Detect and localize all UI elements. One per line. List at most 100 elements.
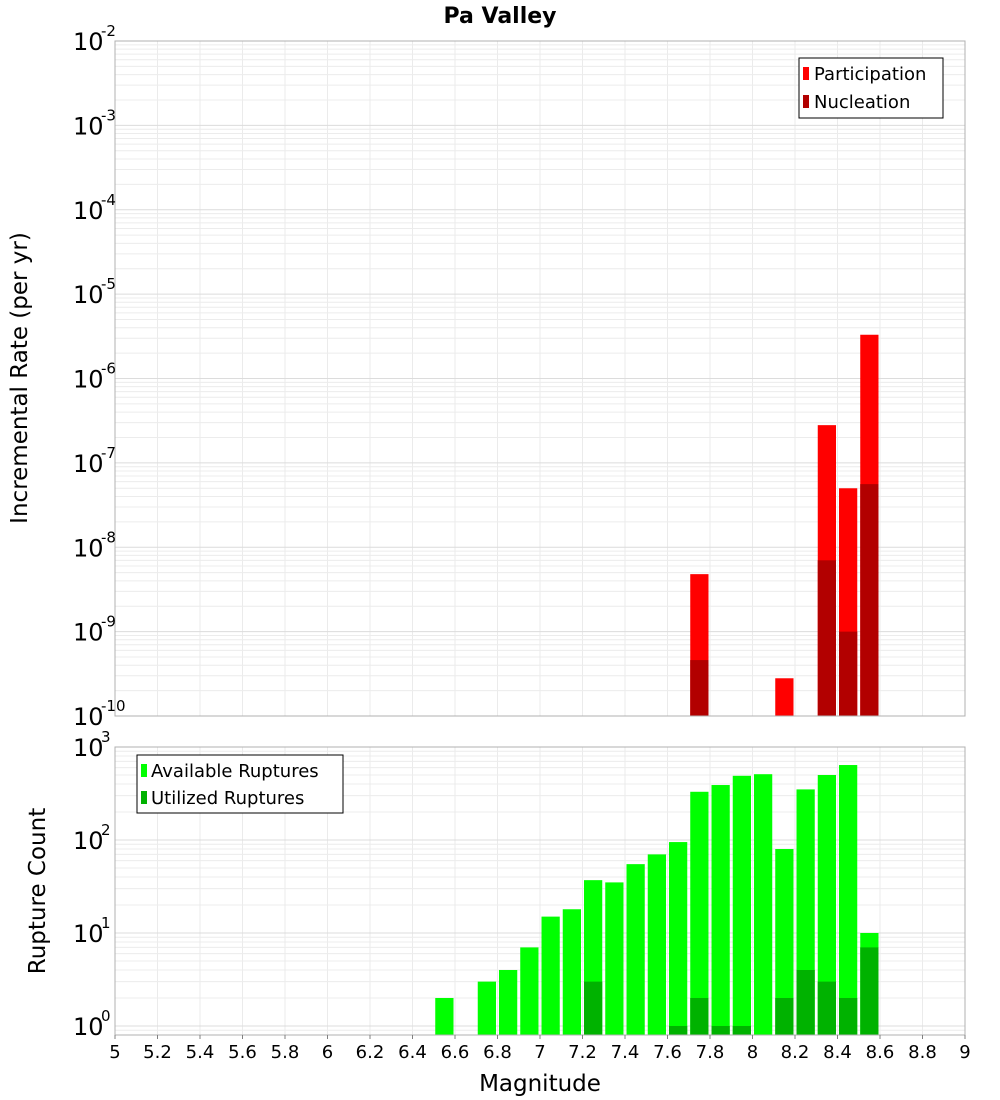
rate-y-tick-base: 10 xyxy=(73,28,104,56)
x-tick-label: 5 xyxy=(109,1042,120,1063)
x-tick-label: 5.2 xyxy=(143,1042,172,1063)
rate-legend-box xyxy=(798,57,944,119)
utilized-ruptures-bar xyxy=(775,997,794,1035)
rate-y-axis-label: Incremental Rate (per yr) xyxy=(7,232,33,524)
rate-y-tick-label: 10-6 xyxy=(73,360,116,394)
count-y-tick-base: 10 xyxy=(73,734,104,762)
available-legend-swatch xyxy=(141,764,147,777)
x-tick-label: 8.2 xyxy=(781,1042,810,1063)
available-ruptures-bar xyxy=(754,774,773,1035)
available-ruptures-bar xyxy=(435,997,454,1035)
x-tick-label: 7.6 xyxy=(653,1042,682,1063)
x-tick-label: 8.8 xyxy=(908,1042,937,1063)
x-tick-label: 5.8 xyxy=(271,1042,300,1063)
available-ruptures-bar xyxy=(839,765,858,1035)
x-tick-label: 5.4 xyxy=(186,1042,215,1063)
count-y-axis-label: Rupture Count xyxy=(25,808,51,974)
count-y-tick-label: 102 xyxy=(73,821,111,855)
rate-y-tick-base: 10 xyxy=(73,534,104,562)
nucleation-bar xyxy=(860,484,879,716)
count-y-tick-label: 100 xyxy=(73,1007,111,1041)
rate-y-tick-exponent: -8 xyxy=(101,528,116,546)
rate-y-tick-label: 10-3 xyxy=(73,106,116,140)
rate-y-tick-label: 10-2 xyxy=(73,22,116,56)
available-ruptures-bar xyxy=(732,775,751,1035)
utilized-ruptures-bar xyxy=(711,1025,730,1035)
rate-y-tick-label: 10-5 xyxy=(73,275,116,309)
rate-y-tick-base: 10 xyxy=(73,366,104,394)
participation-bar xyxy=(775,678,794,716)
x-tick-label: 7 xyxy=(534,1042,545,1063)
available-ruptures-bar xyxy=(477,981,496,1035)
rate-y-tick-base: 10 xyxy=(73,703,104,731)
x-tick-label: 6.4 xyxy=(398,1042,427,1063)
x-tick-label: 7.8 xyxy=(696,1042,725,1063)
rate-y-tick-label: 10-9 xyxy=(73,613,116,647)
x-ticks: 5 5.2 5.4 5.6 5.8 6 6.2 6.4 6.6 6.8 7 7.2 7.4 7.6 7.8 8… xyxy=(109,1035,971,1063)
participation-legend-swatch xyxy=(803,67,809,80)
count-y-tick-base: 10 xyxy=(73,827,104,855)
x-tick-label: 8.6 xyxy=(866,1042,895,1063)
x-tick-label: 6 xyxy=(322,1042,333,1063)
participation-legend-label: Participation xyxy=(814,64,926,85)
nucleation-legend-swatch xyxy=(803,95,809,108)
rate-plot-frame xyxy=(114,40,966,717)
available-ruptures-bar xyxy=(775,849,794,1035)
count-bars xyxy=(435,765,879,1035)
x-tick-label: 7.4 xyxy=(611,1042,640,1063)
nucleation-legend-label: Nucleation xyxy=(814,92,910,113)
count-y-tick-exponent: 1 xyxy=(101,914,111,932)
rate-y-tick-exponent: -2 xyxy=(101,22,116,40)
chart-title: Pa Valley xyxy=(443,4,556,29)
rate-y-tick-exponent: -4 xyxy=(101,191,116,209)
rate-y-tick-exponent: -9 xyxy=(101,613,116,631)
utilized-ruptures-bar xyxy=(817,981,836,1035)
utilized-legend-swatch xyxy=(141,791,147,804)
available-ruptures-bar xyxy=(817,774,836,1035)
x-tick-label: 9 xyxy=(959,1042,970,1063)
rate-y-tick-base: 10 xyxy=(73,619,104,647)
utilized-legend-label: Utilized Ruptures xyxy=(151,788,304,809)
rate-y-tick-base: 10 xyxy=(73,197,104,225)
nucleation-bar xyxy=(690,660,709,716)
available-ruptures-bar xyxy=(562,909,581,1035)
rate-y-tick-label: 10-4 xyxy=(73,191,116,225)
available-ruptures-bar xyxy=(669,842,688,1035)
x-tick-label: 6.2 xyxy=(356,1042,385,1063)
utilized-ruptures-bar xyxy=(796,969,815,1035)
utilized-ruptures-bar xyxy=(732,1025,751,1035)
x-tick-label: 8.4 xyxy=(823,1042,852,1063)
utilized-ruptures-bar xyxy=(860,947,879,1035)
count-y-tick-label: 101 xyxy=(73,914,111,948)
count-y-tick-base: 10 xyxy=(73,1013,104,1041)
count-legend: Available Ruptures Utilized Ruptures xyxy=(136,754,344,814)
nucleation-bar xyxy=(839,631,858,716)
available-ruptures-bar xyxy=(605,882,624,1035)
rate-y-tick-exponent: -3 xyxy=(101,106,116,124)
count-y-tick-exponent: 3 xyxy=(101,728,111,746)
x-tick-label: 6.6 xyxy=(441,1042,470,1063)
rate-bars xyxy=(690,334,879,716)
rate-y-tick-base: 10 xyxy=(73,450,104,478)
available-ruptures-bar xyxy=(690,791,709,1035)
available-ruptures-bar xyxy=(647,854,666,1035)
rate-y-tick-base: 10 xyxy=(73,112,104,140)
utilized-ruptures-bar xyxy=(669,1025,688,1035)
count-y-tick-label: 103 xyxy=(73,728,111,762)
available-ruptures-bar xyxy=(626,864,645,1035)
x-tick-label: 7.2 xyxy=(568,1042,597,1063)
nucleation-bar xyxy=(817,560,836,716)
available-legend-label: Available Ruptures xyxy=(151,761,319,782)
rate-grid xyxy=(114,41,966,717)
count-y-tick-base: 10 xyxy=(73,920,104,948)
count-y-tick-exponent: 2 xyxy=(101,821,111,839)
rate-y-tick-label: 10-10 xyxy=(73,697,126,731)
rate-y-tick-exponent: -5 xyxy=(101,275,116,293)
rate-y-tick-exponent: -6 xyxy=(101,360,116,378)
rate-y-tick-exponent: -10 xyxy=(101,697,126,715)
rate-y-tick-base: 10 xyxy=(73,281,104,309)
available-ruptures-bar xyxy=(499,969,518,1035)
